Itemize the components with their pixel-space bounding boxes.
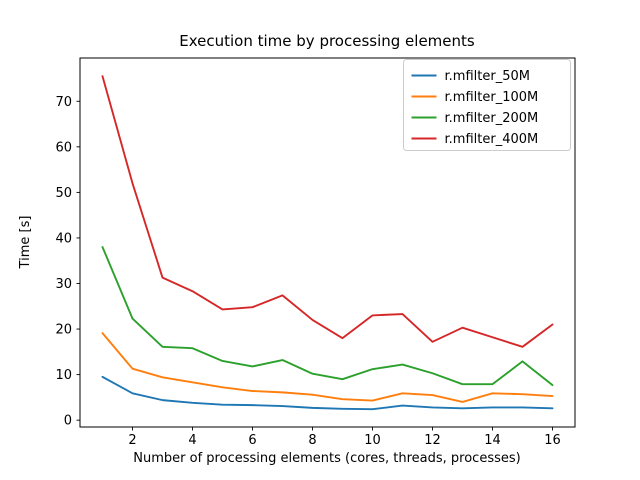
series-lines bbox=[101, 75, 554, 411]
x-axis-label: Number of processing elements (cores, th… bbox=[133, 451, 520, 466]
x-tick-label: 8 bbox=[308, 433, 316, 448]
y-tick-label: 30 bbox=[55, 277, 72, 292]
legend: r.mfilter_50M r.mfilter_100M r.mfilter_200… bbox=[403, 59, 571, 151]
x-tick-label: 14 bbox=[484, 433, 501, 448]
x-tick-label: 10 bbox=[364, 433, 381, 448]
axis-ticks: 2 4 6 8 10 12 14 16 0 10 20 30 40 50 60 70 bbox=[55, 95, 560, 448]
x-tick-label: 16 bbox=[544, 433, 561, 448]
legend-label-r.mfilter_400M: r.mfilter_400M bbox=[445, 132, 539, 147]
series-line-r.mfilter_400M bbox=[101, 75, 554, 348]
x-tick-label: 6 bbox=[248, 433, 256, 448]
legend-label-r.mfilter_200M: r.mfilter_200M bbox=[445, 111, 539, 126]
y-tick-label: 40 bbox=[55, 231, 72, 246]
y-tick-label: 50 bbox=[55, 186, 72, 201]
chart-title: Execution time by processing elements bbox=[179, 32, 475, 50]
y-axis-label: Time [s] bbox=[18, 216, 33, 270]
plot-border bbox=[79, 57, 576, 428]
x-tick-label: 2 bbox=[128, 433, 136, 448]
legend-label-r.mfilter_50M: r.mfilter_50M bbox=[445, 69, 530, 84]
x-tick-label: 4 bbox=[188, 433, 196, 448]
y-tick-label: 70 bbox=[55, 95, 72, 110]
x-tick-label: 12 bbox=[424, 433, 441, 448]
series-line-r.mfilter_50M bbox=[101, 375, 554, 411]
y-tick-label: 60 bbox=[55, 140, 72, 155]
y-tick-label: 10 bbox=[55, 368, 72, 383]
series-line-r.mfilter_100M bbox=[101, 332, 554, 403]
y-tick-label: 0 bbox=[64, 414, 72, 429]
y-tick-label: 20 bbox=[55, 323, 72, 338]
series-line-r.mfilter_200M bbox=[101, 246, 554, 387]
legend-box bbox=[403, 59, 571, 151]
legend-label-r.mfilter_100M: r.mfilter_100M bbox=[445, 90, 539, 105]
